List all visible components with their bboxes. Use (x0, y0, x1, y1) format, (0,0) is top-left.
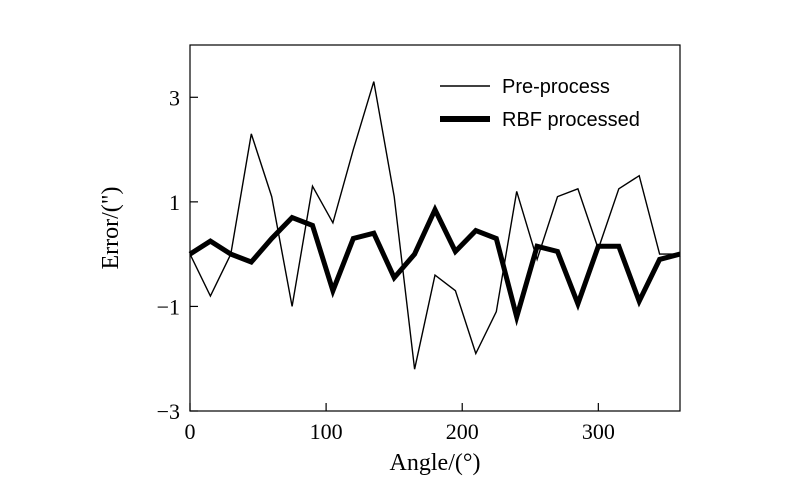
y-tick-label: 1 (169, 190, 180, 215)
legend: Pre-process RBF processed (440, 76, 640, 131)
x-tick-label: 300 (582, 419, 615, 444)
y-tick-label: −3 (157, 399, 180, 424)
legend-label-pre-process: Pre-process (502, 76, 610, 98)
y-axis-title: Error/(") (98, 186, 124, 269)
x-axis-ticks: 0 100 200 300 (185, 403, 615, 444)
series-layer (188, 81, 681, 370)
x-tick-label: 100 (310, 419, 343, 444)
plot-frame (189, 44, 681, 412)
legend-label-rbf-processed: RBF processed (502, 109, 640, 131)
x-axis-title: Angle/(°) (390, 450, 481, 476)
x-tick-label: 0 (185, 419, 196, 444)
series-line-rbf-processed (188, 203, 681, 327)
y-axis-ticks: −3 −1 1 3 (157, 85, 198, 424)
x-tick-label: 200 (446, 419, 479, 444)
y-tick-label: −1 (157, 294, 180, 319)
y-tick-label: 3 (169, 85, 180, 110)
